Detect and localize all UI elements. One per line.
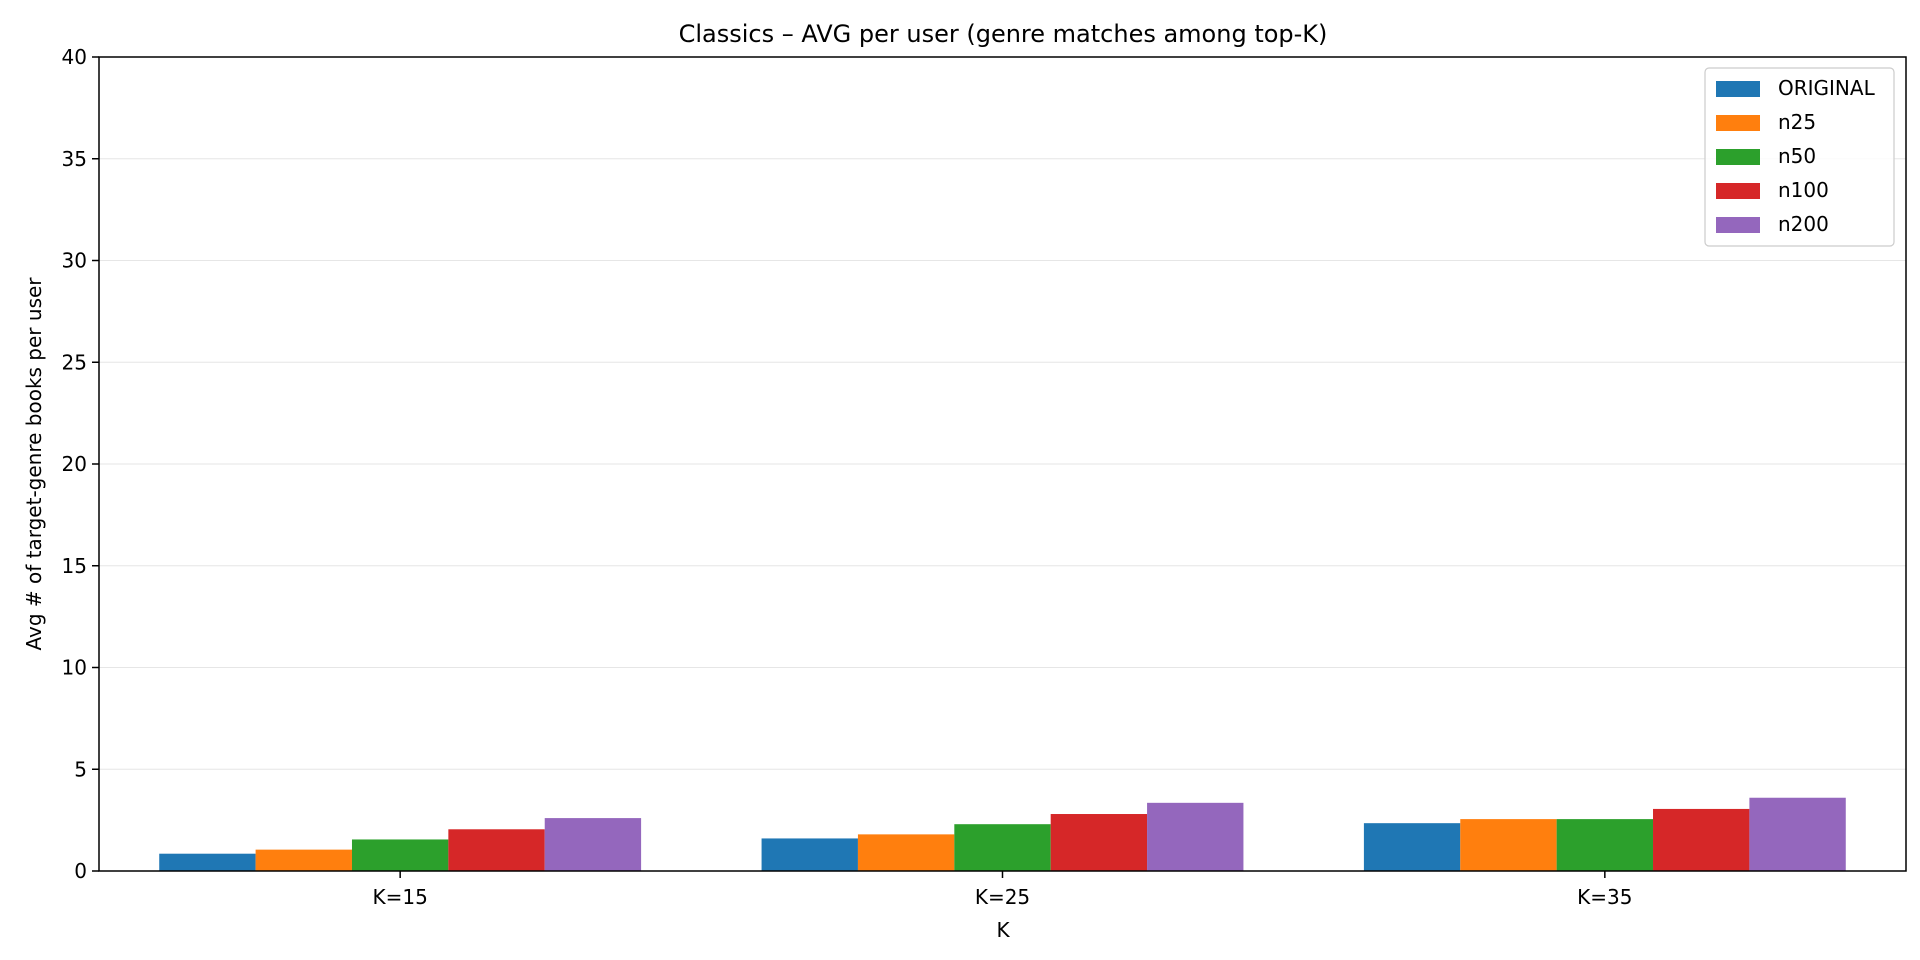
bars xyxy=(159,797,1846,871)
legend-label-original: ORIGINAL xyxy=(1778,76,1876,100)
chart-title: Classics – AVG per user (genre matches a… xyxy=(679,20,1328,48)
legend: ORIGINAL n25 n50 n100 n200 xyxy=(1704,67,1895,247)
bar-n25-k25 xyxy=(857,834,955,871)
bar-n200-k25 xyxy=(1147,802,1244,871)
y-tick-label: 35 xyxy=(62,147,87,171)
y-axis-ticks: 0 5 10 15 20 25 30 35 40 xyxy=(62,45,99,883)
grid-lines xyxy=(99,158,1906,770)
y-tick-label: 30 xyxy=(62,249,87,273)
legend-label-n100: n100 xyxy=(1778,178,1829,202)
bar-n200-k35 xyxy=(1749,797,1846,871)
bar-n200-k15 xyxy=(544,818,642,871)
bar-n50-k15 xyxy=(351,839,449,871)
y-tick-label: 20 xyxy=(62,452,87,476)
bar-n100-k25 xyxy=(1050,814,1148,871)
legend-swatch-n25 xyxy=(1716,115,1760,131)
y-tick-label: 0 xyxy=(74,859,87,883)
x-tick-label: K=25 xyxy=(975,885,1030,909)
legend-swatch-n100 xyxy=(1716,183,1760,199)
bar-original-k15 xyxy=(159,853,256,871)
legend-swatch-n50 xyxy=(1716,149,1760,165)
legend-label-n50: n50 xyxy=(1778,144,1816,168)
bar-original-k25 xyxy=(761,838,858,871)
bar-n50-k35 xyxy=(1556,819,1654,871)
y-tick-label: 40 xyxy=(62,45,87,69)
bar-n50-k25 xyxy=(954,824,1051,871)
x-tick-label: K=15 xyxy=(373,885,428,909)
bar-n25-k35 xyxy=(1460,819,1557,871)
y-axis-label: Avg # of target-genre books per user xyxy=(22,277,46,651)
y-tick-label: 10 xyxy=(62,656,87,680)
bar-original-k35 xyxy=(1363,823,1461,871)
x-axis-ticks: K=15 K=25 K=35 xyxy=(373,871,1632,909)
legend-swatch-original xyxy=(1716,81,1760,97)
bar-n100-k35 xyxy=(1653,808,1750,871)
y-tick-label: 15 xyxy=(62,554,87,578)
legend-swatch-n200 xyxy=(1716,217,1760,233)
bar-n25-k15 xyxy=(255,849,352,871)
bar-n100-k15 xyxy=(448,829,545,871)
legend-label-n200: n200 xyxy=(1778,212,1829,236)
legend-box xyxy=(1704,67,1895,247)
y-tick-label: 25 xyxy=(62,350,87,374)
x-axis-label: K xyxy=(996,918,1010,942)
y-tick-label: 5 xyxy=(74,757,87,781)
x-tick-label: K=35 xyxy=(1577,885,1632,909)
legend-label-n25: n25 xyxy=(1778,110,1816,134)
